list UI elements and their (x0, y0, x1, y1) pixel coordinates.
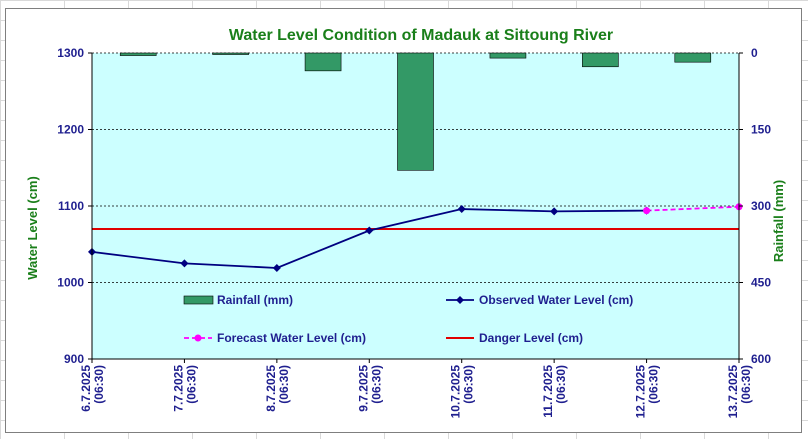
observed-point (180, 259, 189, 268)
rainfall-bar (119, 52, 157, 56)
legend-forecast-label: Forecast Water Level (cm) (217, 331, 366, 345)
x-tick-label-date: 11.7.2025 (541, 365, 555, 418)
legend-danger-label: Danger Level (cm) (479, 331, 583, 345)
rainfall-bar (212, 52, 249, 55)
plot-area: 900 1000 1100 1200 1300 0 150 300 450 600 6.7.2025… (57, 46, 771, 418)
x-tick-label-time: (06:30) (277, 365, 291, 404)
chart-title: Water Level Condition of Madauk at Sitto… (229, 27, 613, 44)
x-tick-label-time: (06:30) (462, 365, 476, 404)
legend-forecast-marker (194, 334, 202, 342)
forecast-point (643, 207, 651, 215)
right-tick-label: 600 (751, 352, 771, 366)
right-axis-title: Rainfall (mm) (771, 180, 786, 262)
legend-rainfall-swatch (183, 295, 214, 305)
x-tick-label-date: 10.7.2025 (449, 365, 463, 419)
rainfall-bar (304, 52, 342, 72)
observed-point (457, 205, 466, 214)
left-tick-label: 1200 (57, 123, 84, 137)
right-tick-label: 450 (751, 276, 771, 290)
x-tick-label-time: (06:30) (554, 365, 568, 404)
x-tick-label-date: 12.7.2025 (634, 365, 648, 419)
rainfall-bar (674, 52, 712, 63)
rainfall-bar (582, 52, 619, 68)
left-tick-label: 900 (64, 352, 84, 366)
x-tick-label-date: 7.7.2025 (171, 365, 185, 412)
rainfall-bar (397, 52, 434, 171)
x-tick-label-date: 13.7.2025 (726, 365, 740, 419)
observed-point (365, 226, 374, 235)
left-tick-label: 1000 (57, 276, 84, 290)
left-tick-label: 1100 (58, 199, 84, 213)
legend-observed-label: Observed Water Level (cm) (479, 293, 633, 307)
rainfall-bar (489, 52, 527, 59)
legend-rainfall-label: Rainfall (mm) (217, 293, 293, 307)
left-axis-title: Water Level (cm) (25, 176, 40, 280)
x-tick-label-date: 9.7.2025 (356, 365, 370, 412)
legend-observed-marker (456, 296, 464, 304)
left-tick-label: 1300 (57, 46, 84, 60)
right-tick-label: 0 (751, 46, 758, 60)
x-tick-label-time: (06:30) (92, 365, 106, 404)
observed-point (272, 263, 281, 272)
x-tick-label-time: (06:30) (647, 365, 661, 404)
x-tick-label-date: 6.7.2025 (79, 365, 93, 412)
legend: Rainfall (mm) Observed Water Level (cm) … (183, 293, 633, 345)
x-tick-label-time: (06:30) (184, 365, 198, 404)
right-tick-label: 300 (751, 199, 771, 213)
x-tick-label-time: (06:30) (739, 365, 753, 404)
x-tick-label-time: (06:30) (369, 365, 383, 404)
x-tick-label-date: 8.7.2025 (264, 365, 278, 412)
right-tick-label: 150 (751, 123, 771, 137)
observed-point (550, 207, 559, 216)
